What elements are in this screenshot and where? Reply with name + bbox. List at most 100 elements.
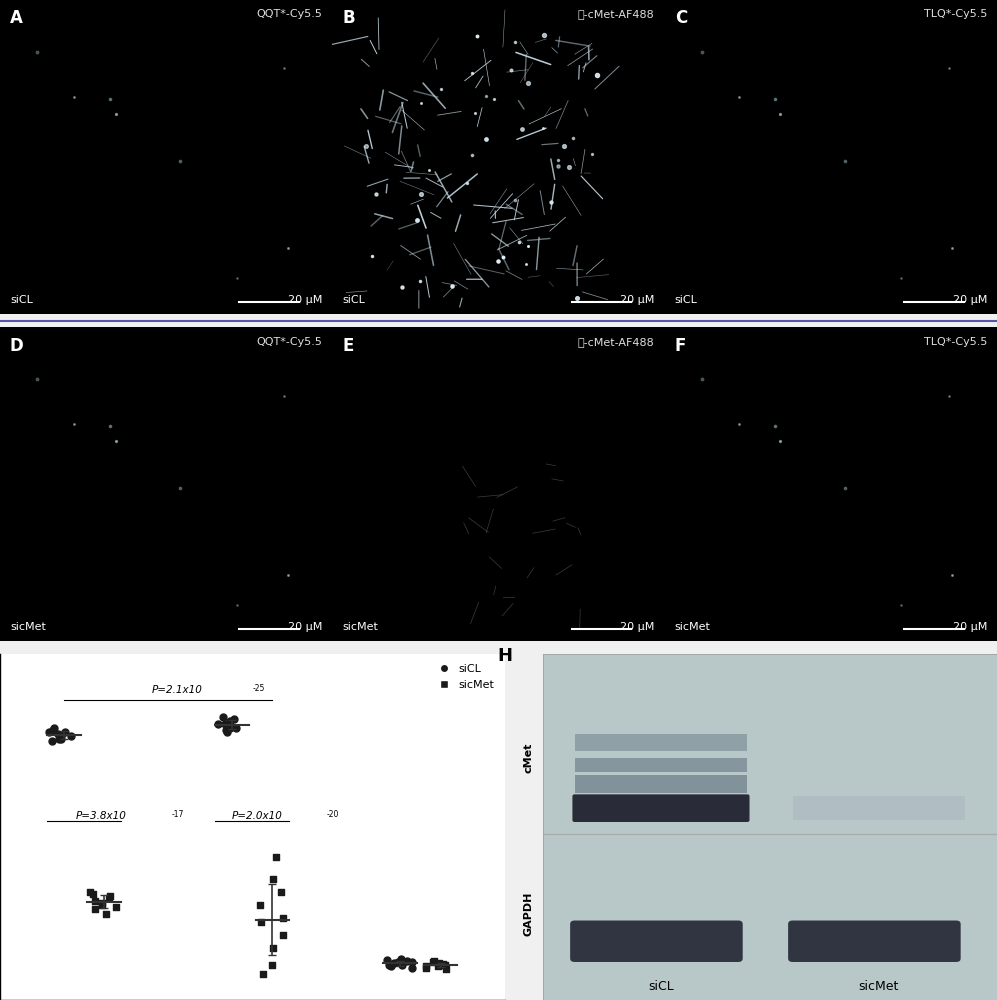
Point xyxy=(94,895,110,911)
Point xyxy=(432,955,448,971)
FancyBboxPatch shape xyxy=(572,794,750,822)
Text: E: E xyxy=(342,337,354,355)
Text: -20: -20 xyxy=(326,810,339,819)
Point xyxy=(98,906,114,922)
Point xyxy=(384,958,400,974)
FancyBboxPatch shape xyxy=(788,921,961,962)
Text: GAPDH: GAPDH xyxy=(523,891,533,936)
Point xyxy=(222,718,238,734)
Point xyxy=(426,953,442,969)
Point xyxy=(386,955,402,971)
Point xyxy=(102,890,118,906)
Bar xyxy=(574,734,747,751)
Bar xyxy=(793,796,965,820)
Text: -17: -17 xyxy=(171,810,183,819)
Point xyxy=(218,722,234,738)
Point xyxy=(405,954,421,970)
Point xyxy=(435,957,451,973)
Text: -25: -25 xyxy=(252,684,264,693)
Point xyxy=(219,724,235,740)
Point xyxy=(253,914,269,930)
Point xyxy=(275,927,291,943)
Text: siCL: siCL xyxy=(342,295,365,305)
Point xyxy=(215,709,231,725)
Point xyxy=(264,957,280,973)
Text: QQT*-Cy5.5: QQT*-Cy5.5 xyxy=(256,337,322,347)
Text: D: D xyxy=(10,337,24,355)
Text: siCL: siCL xyxy=(648,980,674,993)
Text: sicMet: sicMet xyxy=(342,622,378,632)
Text: 抗-cMet-AF488: 抗-cMet-AF488 xyxy=(578,337,655,347)
Point xyxy=(57,724,73,740)
Point xyxy=(51,731,67,747)
Text: P=3.8x10: P=3.8x10 xyxy=(76,811,127,821)
Point xyxy=(86,886,102,902)
Point xyxy=(265,940,281,956)
Text: F: F xyxy=(675,337,686,355)
Point xyxy=(209,716,225,732)
Point xyxy=(63,728,79,744)
Point xyxy=(419,960,435,976)
Point xyxy=(227,720,243,736)
Point xyxy=(275,910,291,926)
Point xyxy=(82,884,98,900)
Text: sicMet: sicMet xyxy=(10,622,46,632)
Text: C: C xyxy=(675,9,687,27)
Point xyxy=(45,722,61,738)
Text: 20 μM: 20 μM xyxy=(953,622,987,632)
Point xyxy=(50,726,66,742)
Text: siCL: siCL xyxy=(10,295,33,305)
Text: B: B xyxy=(342,9,355,27)
Text: P=2.0x10: P=2.0x10 xyxy=(232,811,283,821)
Legend: siCL, sicMet: siCL, sicMet xyxy=(429,660,499,694)
Point xyxy=(41,724,57,740)
Text: 20 μM: 20 μM xyxy=(620,622,655,632)
Point xyxy=(88,893,104,909)
Point xyxy=(217,716,233,732)
Point xyxy=(430,958,446,974)
Bar xyxy=(574,758,747,772)
Text: 20 μM: 20 μM xyxy=(953,295,987,305)
Point xyxy=(399,953,415,969)
Text: sicMet: sicMet xyxy=(675,622,711,632)
Point xyxy=(221,713,237,729)
Point xyxy=(426,954,442,970)
Point xyxy=(268,849,284,865)
Text: 抗-cMet-AF488: 抗-cMet-AF488 xyxy=(578,9,655,19)
Point xyxy=(54,731,70,747)
Point xyxy=(394,957,410,973)
Point xyxy=(255,966,271,982)
Point xyxy=(47,720,63,736)
Point xyxy=(225,711,241,727)
Text: 20 μM: 20 μM xyxy=(288,622,322,632)
Point xyxy=(265,871,281,887)
Text: P=2.1x10: P=2.1x10 xyxy=(152,685,202,695)
Text: 20 μM: 20 μM xyxy=(620,295,655,305)
Point xyxy=(273,884,289,900)
Point xyxy=(87,901,103,917)
Point xyxy=(438,961,454,977)
Text: cMet: cMet xyxy=(523,743,533,773)
Point xyxy=(381,957,397,973)
Point xyxy=(53,728,69,744)
Point xyxy=(44,733,60,749)
Text: TLQ*-Cy5.5: TLQ*-Cy5.5 xyxy=(923,337,987,347)
Text: A: A xyxy=(10,9,23,27)
FancyBboxPatch shape xyxy=(570,921,743,962)
Text: H: H xyxy=(498,647,512,665)
Point xyxy=(391,954,407,970)
Point xyxy=(437,957,453,973)
Point xyxy=(404,960,420,976)
Text: sicMet: sicMet xyxy=(858,980,899,993)
Point xyxy=(436,956,452,972)
Point xyxy=(222,720,238,736)
Point xyxy=(252,897,268,913)
Bar xyxy=(574,775,747,793)
Point xyxy=(379,952,395,968)
Point xyxy=(108,899,124,915)
Text: siCL: siCL xyxy=(675,295,698,305)
Text: 20 μM: 20 μM xyxy=(288,295,322,305)
Point xyxy=(393,951,409,967)
Text: QQT*-Cy5.5: QQT*-Cy5.5 xyxy=(256,9,322,19)
Point xyxy=(94,897,110,913)
